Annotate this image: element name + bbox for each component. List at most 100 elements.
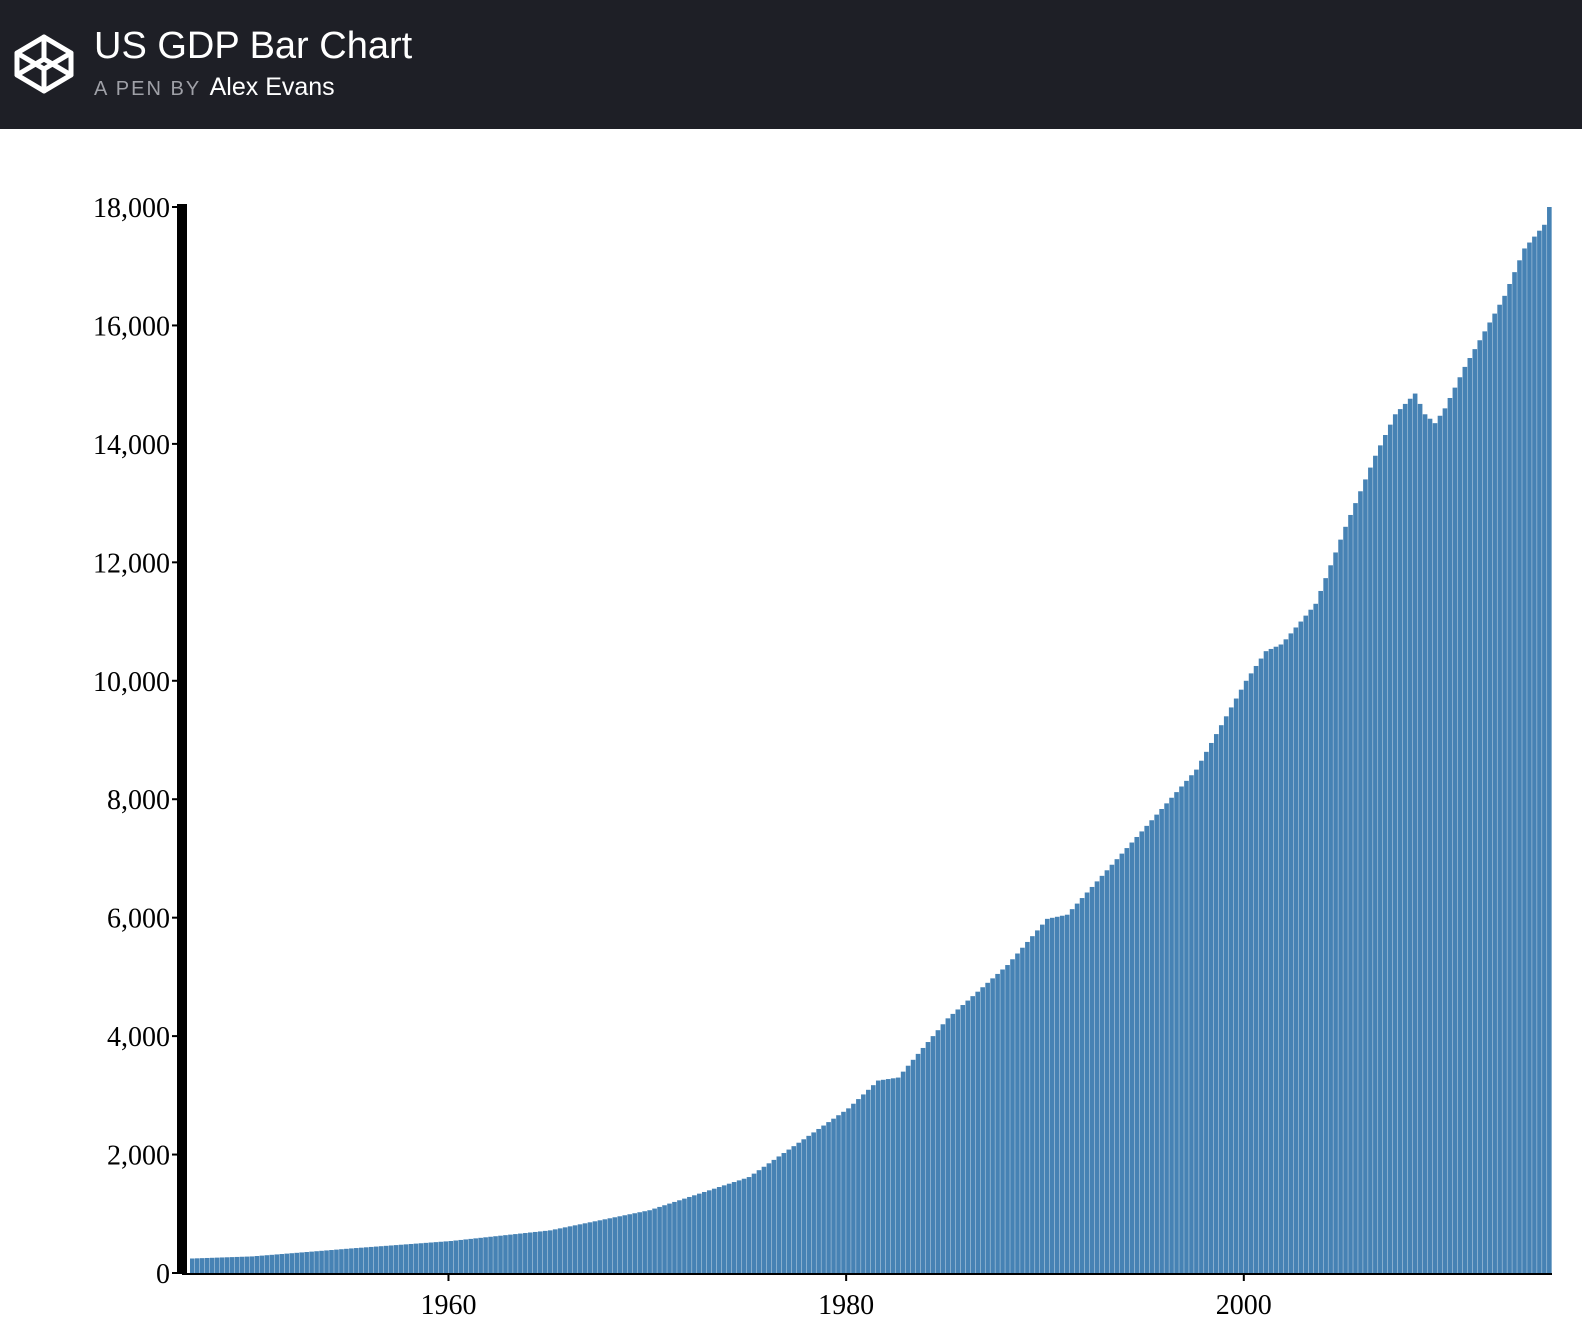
gdp-bar[interactable] [786,1149,792,1273]
gdp-bar[interactable] [194,1258,200,1273]
gdp-bar[interactable] [1288,633,1294,1273]
gdp-bar[interactable] [781,1153,787,1273]
gdp-bar[interactable] [871,1085,876,1273]
gdp-bar[interactable] [284,1253,290,1273]
gdp-bar[interactable] [1547,207,1552,1273]
gdp-bar[interactable] [1134,836,1140,1273]
gdp-bar[interactable] [443,1241,449,1273]
gdp-bar[interactable] [513,1234,518,1273]
gdp-bar[interactable] [557,1228,563,1273]
gdp-bar[interactable] [339,1249,344,1273]
gdp-bar[interactable] [831,1118,836,1273]
gdp-bar[interactable] [851,1103,856,1273]
gdp-bar[interactable] [741,1178,747,1273]
gdp-bar[interactable] [204,1257,210,1273]
gdp-bar[interactable] [801,1139,807,1273]
gdp-bar[interactable] [1382,435,1388,1273]
gdp-bar[interactable] [756,1170,762,1273]
gdp-bar[interactable] [826,1122,831,1273]
gdp-bar[interactable] [1323,578,1328,1273]
gdp-bar[interactable] [612,1217,618,1273]
gdp-bar[interactable] [1099,875,1105,1273]
gdp-bar[interactable] [493,1236,498,1273]
gdp-bar[interactable] [1462,366,1468,1273]
gdp-bar[interactable] [945,1018,951,1273]
gdp-bar[interactable] [950,1013,956,1273]
gdp-bar[interactable] [617,1216,623,1273]
gdp-bar[interactable] [716,1187,722,1273]
gdp-bar[interactable] [1020,947,1025,1273]
gdp-bar[interactable] [1025,941,1030,1273]
gdp-bar[interactable] [388,1245,394,1273]
gdp-bar[interactable] [577,1224,583,1273]
gdp-bar[interactable] [885,1079,891,1273]
gdp-bar[interactable] [607,1218,613,1273]
gdp-bar[interactable] [1452,387,1458,1273]
gdp-bar[interactable] [821,1125,826,1273]
gdp-bar[interactable] [965,1000,971,1273]
gdp-bar[interactable] [1094,881,1100,1273]
gdp-bar[interactable] [1278,644,1284,1274]
gdp-bar[interactable] [642,1211,647,1273]
gdp-bar[interactable] [751,1173,757,1273]
gdp-bar[interactable] [438,1241,444,1273]
gdp-bar[interactable] [1537,230,1542,1274]
gdp-bar[interactable] [940,1024,946,1273]
gdp-bar[interactable] [1084,892,1090,1274]
gdp-bar[interactable] [811,1132,816,1273]
gdp-bar[interactable] [1427,418,1433,1274]
gdp-bar[interactable] [791,1146,797,1273]
gdp-bar[interactable] [1248,673,1254,1274]
gdp-bar[interactable] [304,1252,309,1273]
gdp-bar[interactable] [344,1248,349,1273]
gdp-bar[interactable] [1228,707,1234,1273]
gdp-bar[interactable] [1273,646,1279,1273]
gdp-bar[interactable] [473,1238,478,1273]
gdp-bar[interactable] [453,1240,459,1273]
gdp-bar[interactable] [1467,358,1473,1273]
gdp-bar[interactable] [900,1071,906,1273]
gdp-bar[interactable] [309,1251,314,1273]
gdp-bar[interactable] [279,1254,285,1273]
gdp-bar[interactable] [920,1047,926,1273]
gdp-bar[interactable] [1059,915,1065,1273]
gdp-bar[interactable] [1089,886,1095,1273]
gdp-bar[interactable] [861,1094,866,1273]
gdp-bar[interactable] [1378,445,1383,1273]
gdp-bar[interactable] [1328,565,1333,1273]
gdp-bar[interactable] [672,1201,677,1273]
gdp-bar[interactable] [1233,698,1239,1273]
gdp-bar[interactable] [1258,658,1264,1273]
gdp-bar[interactable] [687,1196,692,1273]
gdp-bar[interactable] [836,1115,841,1273]
gdp-bar[interactable] [1442,408,1448,1273]
gdp-bar[interactable] [1015,953,1020,1274]
gdp-bar[interactable] [1000,969,1005,1273]
gdp-bar[interactable] [403,1244,409,1273]
gdp-bar[interactable] [1079,898,1085,1273]
gdp-bar[interactable] [383,1245,389,1273]
gdp-bar[interactable] [1387,424,1393,1273]
gdp-bar[interactable] [1522,248,1527,1274]
gdp-bar[interactable] [1333,552,1338,1273]
gdp-bar[interactable] [542,1230,548,1273]
gdp-bar[interactable] [1169,797,1174,1273]
gdp-bar[interactable] [771,1159,777,1273]
gdp-bar[interactable] [1293,627,1299,1273]
gdp-bar[interactable] [731,1182,737,1273]
gdp-bar[interactable] [1074,903,1080,1273]
gdp-bar[interactable] [562,1227,568,1273]
gdp-bar[interactable] [552,1229,558,1273]
gdp-bar[interactable] [662,1205,667,1273]
gdp-bar[interactable] [1477,340,1483,1273]
gdp-bar[interactable] [1213,734,1219,1273]
gdp-bar[interactable] [1283,639,1289,1273]
gdp-bar[interactable] [572,1225,578,1273]
gdp-bar[interactable] [1253,665,1259,1273]
gdp-bar[interactable] [856,1099,861,1273]
gdp-bar[interactable] [776,1156,782,1273]
gdp-bar[interactable] [1064,914,1070,1273]
gdp-bar[interactable] [244,1256,250,1273]
gdp-bar[interactable] [523,1233,528,1273]
gdp-bar[interactable] [190,1258,195,1273]
